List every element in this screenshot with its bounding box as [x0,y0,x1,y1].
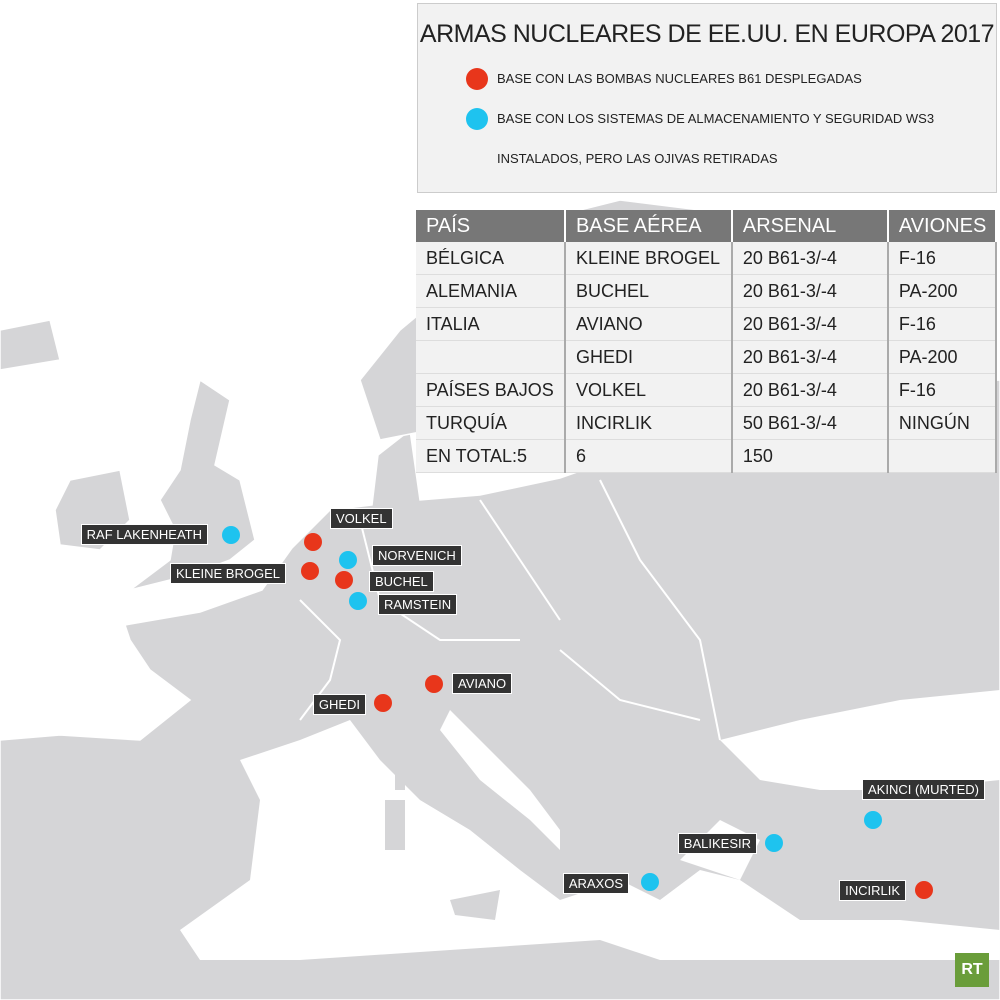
base-marker [304,533,322,551]
table-header: PAÍS BASE AÉREA ARSENAL AVIONES [416,210,998,242]
base-label: ARAXOS [562,873,629,894]
base-label: GHEDI [312,694,366,715]
base-label: VOLKEL [330,508,393,529]
base-label: KLEINE BROGEL [169,563,286,584]
table-cell: AVIANO [564,307,733,341]
table-cell: BÉLGICA [416,242,566,275]
base-label: NORVENICH [372,545,462,566]
table-cell: 20 B61-3/-4 [731,340,889,374]
base-label: AVIANO [452,673,513,694]
table-cell: F-16 [887,307,998,341]
table-cell: 20 B61-3/-4 [731,373,889,407]
table-cell: 20 B61-3/-4 [731,274,889,308]
header-cell: ARSENAL [731,210,889,242]
table-row: BÉLGICA KLEINE BROGEL 20 B61-3/-4 F-16 [416,242,998,275]
table-cell: BUCHEL [564,274,733,308]
base-label: AKINCI (MURTED) [862,779,985,800]
table-cell: ITALIA [416,307,566,341]
table-cell: ALEMANIA [416,274,566,308]
table-row: GHEDI 20 B61-3/-4 PA-200 [416,340,998,374]
base-marker [339,551,357,569]
table-cell: NINGÚN [887,406,998,440]
base-label: INCIRLIK [839,880,906,901]
table-cell: 20 B61-3/-4 [731,242,889,275]
table-cell: PA-200 [887,340,998,374]
legend-label: BASE CON LAS BOMBAS NUCLEARES B61 DESPLE… [497,71,862,86]
table-cell: INCIRLIK [564,406,733,440]
header-cell: PAÍS [416,210,566,242]
base-marker [374,694,392,712]
table-row: EN TOTAL:5 6 150 [416,439,998,473]
header-cell: BASE AÉREA [564,210,733,242]
base-label: RAF LAKENHEATH [80,524,208,545]
table-cell: VOLKEL [564,373,733,407]
table-cell: 20 B61-3/-4 [731,307,889,341]
base-marker [335,571,353,589]
table-cell: KLEINE BROGEL [564,242,733,275]
title-panel: ARMAS NUCLEARES DE EE.UU. EN EUROPA 2017 [417,3,997,193]
base-marker [641,873,659,891]
table-cell: 50 B61-3/-4 [731,406,889,440]
table-cell: EN TOTAL:5 [416,439,566,473]
base-label: BUCHEL [369,571,434,592]
table-cell: F-16 [887,373,998,407]
base-label: RAMSTEIN [378,594,458,615]
base-marker [864,811,882,829]
title: ARMAS NUCLEARES DE EE.UU. EN EUROPA 2017 [419,20,995,48]
table-cell: F-16 [887,242,998,275]
table-cell: 6 [564,439,733,473]
table-row: ALEMANIA BUCHEL 20 B61-3/-4 PA-200 [416,274,998,308]
logo: RT [955,953,989,987]
table-cell: TURQUÍA [416,406,566,440]
header-cell: AVIONES [887,210,998,242]
legend-dot [466,108,488,130]
table-cell: PA-200 [887,274,998,308]
table-row: PAÍSES BAJOS VOLKEL 20 B61-3/-4 F-16 [416,373,998,407]
table-cell [416,340,566,374]
legend-dot [466,68,488,90]
table-row: ITALIA AVIANO 20 B61-3/-4 F-16 [416,307,998,341]
base-marker [222,526,240,544]
arsenal-table: PAÍS BASE AÉREA ARSENAL AVIONES BÉLGICA KLEIN… [416,210,998,473]
table-cell: PAÍSES BAJOS [416,373,566,407]
base-marker [349,592,367,610]
table-cell: GHEDI [564,340,733,374]
legend-label: BASE CON LOS SISTEMAS DE ALMACENAMIENTO … [497,111,935,166]
base-marker [301,562,319,580]
table-cell [887,439,998,473]
base-marker [765,834,783,852]
base-marker [915,881,933,899]
table-row: TURQUÍA INCIRLIK 50 B61-3/-4 NINGÚN [416,406,998,440]
table-cell: 150 [731,439,889,473]
base-marker [425,675,443,693]
base-label: BALIKESIR [677,833,757,854]
